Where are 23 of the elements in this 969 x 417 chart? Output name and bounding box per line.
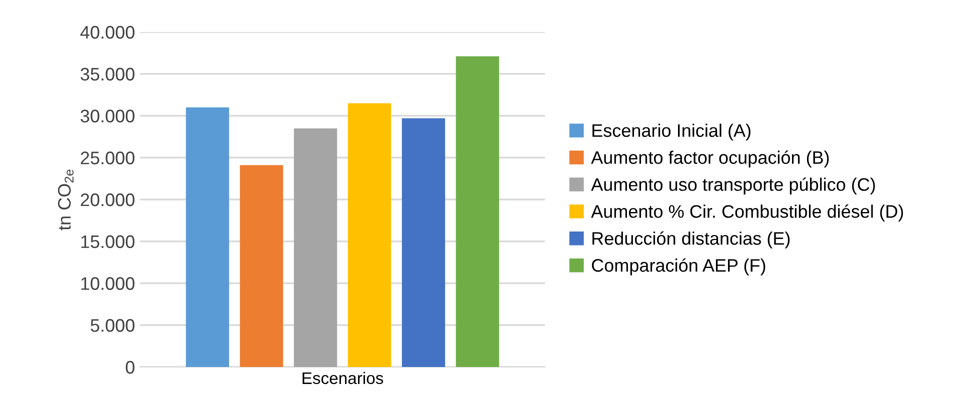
legend-label: Reducción distancias (E) [592, 231, 790, 248]
y-tick-label: 40.000 [80, 26, 134, 39]
y-tick-label: 25.000 [80, 152, 134, 164]
y-tick-label: 5.000 [90, 319, 134, 332]
legend-label: Aumento uso transporte público (C) [591, 177, 875, 194]
x-tick-label: Escenarios [302, 372, 384, 384]
legend-label: Aumento factor ocupación (B) [591, 150, 829, 168]
legend-label: Escenario Inicial (A) [592, 124, 750, 141]
y-tick-label: 0 [126, 360, 134, 374]
y-tick-label: 10.000 [81, 277, 134, 290]
bar [186, 107, 230, 367]
bar [294, 128, 338, 367]
y-tick-label: 35.000 [80, 68, 134, 81]
legend-label: Comparación AEP (F) [592, 258, 766, 276]
legend-label: Aumento % Cir. Combustible diésel (D) [591, 204, 903, 222]
y-tick-label: 30.000 [80, 110, 134, 122]
bar [456, 56, 500, 367]
y-axis-title: tn CO$_{2e}$ [58, 170, 74, 230]
bar [348, 103, 392, 367]
y-tick-label: 20.000 [80, 193, 134, 206]
y-tick-label: 15.000 [81, 235, 134, 248]
bar [240, 165, 284, 367]
bar [402, 118, 446, 367]
